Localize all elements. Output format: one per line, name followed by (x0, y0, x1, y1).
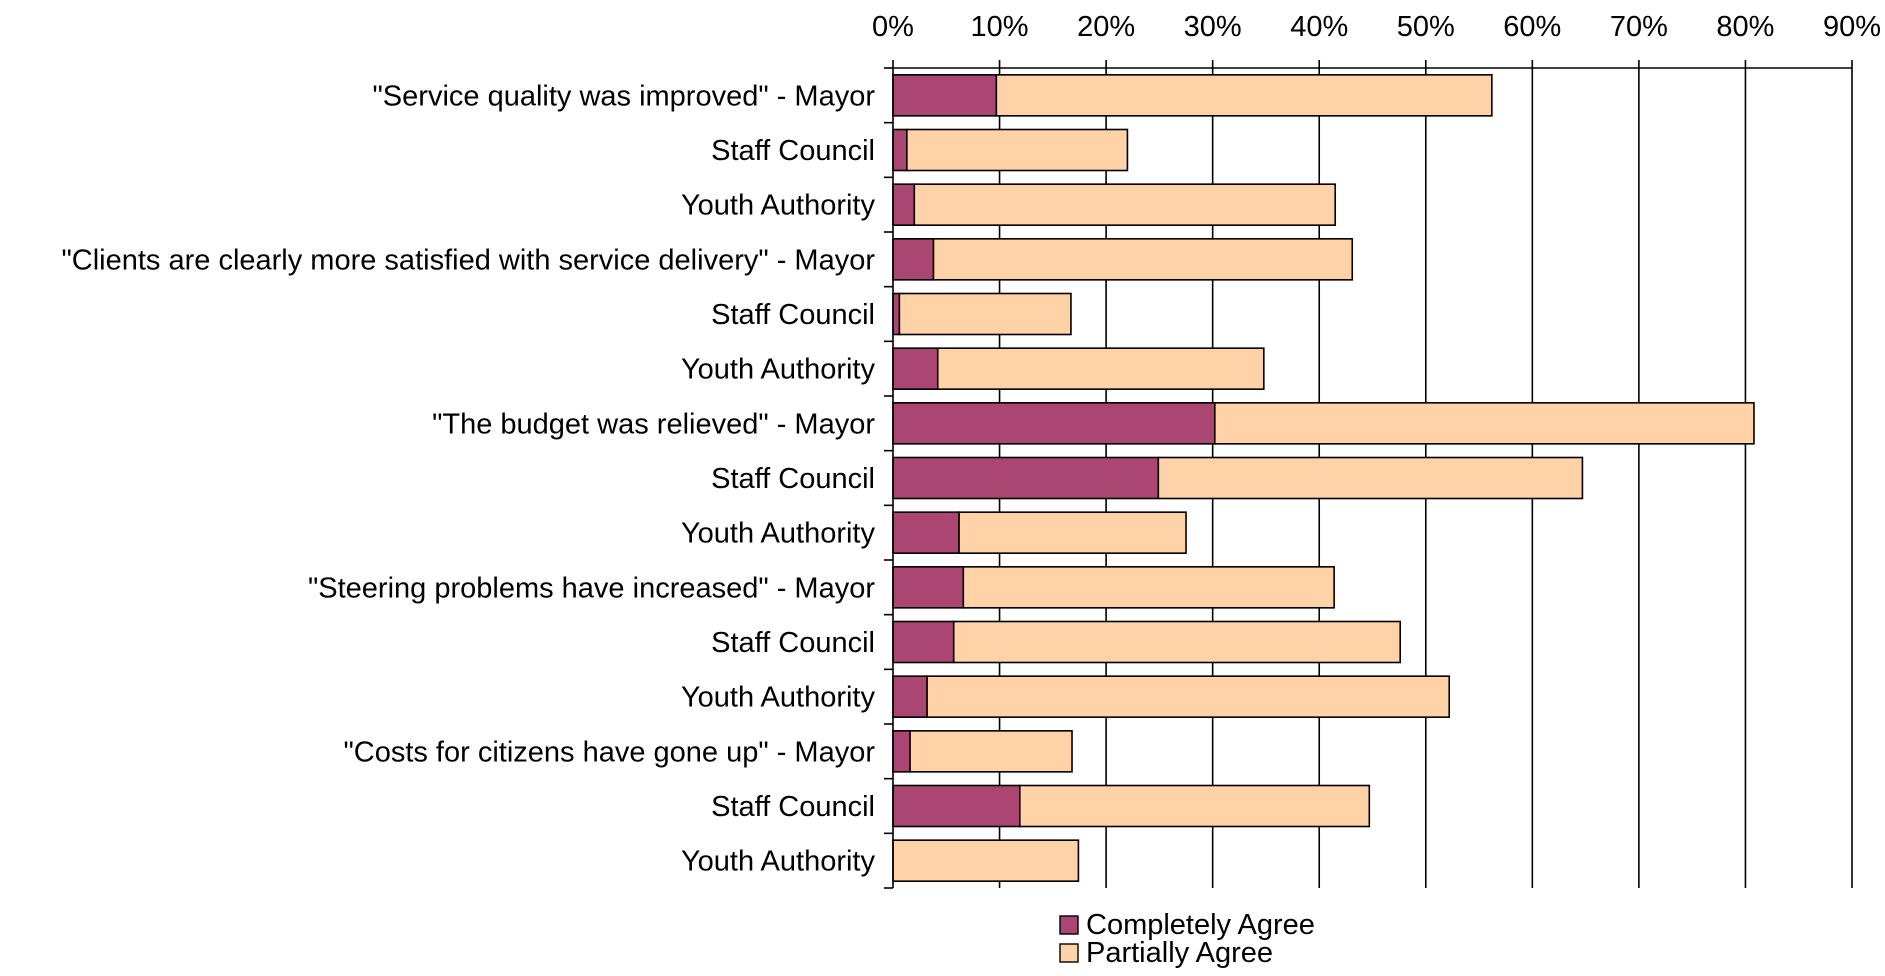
x-tick-label: 50% (1397, 11, 1455, 43)
bar-partially-agree (932, 238, 1354, 281)
bar-completely-agree (892, 128, 908, 172)
bar-completely-agree (892, 784, 1021, 828)
x-tick-label: 40% (1290, 11, 1348, 43)
bar-completely-agree (892, 402, 1216, 445)
bar-partially-agree (892, 839, 1080, 882)
legend-swatch-partially-agree (1059, 943, 1079, 963)
bar-completely-agree (892, 456, 1160, 500)
x-tick-label: 20% (1077, 11, 1135, 43)
legend-label-partially-agree: Partially Agree (1086, 937, 1273, 969)
category-label: Youth Authority (681, 682, 876, 714)
x-tick-label: 90% (1823, 11, 1881, 43)
category-label: "Clients are clearly more satisfied with… (61, 244, 875, 276)
x-tick-label: 80% (1716, 11, 1774, 43)
category-label: Staff Council (711, 299, 875, 331)
bar-completely-agree (892, 347, 939, 390)
bar-completely-agree (892, 730, 911, 773)
legend-label-completely-agree: Completely Agree (1086, 909, 1315, 941)
category-label: Youth Authority (681, 190, 876, 222)
bar-completely-agree (892, 566, 965, 609)
category-label: "Steering problems have increased" - May… (308, 572, 875, 604)
bar-partially-agree (909, 730, 1073, 773)
bar-completely-agree (892, 292, 901, 336)
bar-partially-agree (913, 183, 1337, 226)
category-label: "The budget was relieved" - Mayor (432, 408, 875, 440)
bar-partially-agree (898, 292, 1072, 336)
category-label: "Service quality was improved" - Mayor (373, 80, 876, 112)
category-label: Youth Authority (681, 354, 876, 386)
x-tick-label: 30% (1184, 11, 1242, 43)
x-tick-label: 0% (872, 11, 914, 43)
legend-swatch-completely-agree (1059, 915, 1079, 935)
bar-completely-agree (892, 675, 928, 718)
category-label-layer: "Service quality was improved" - Mayor St… (61, 80, 875, 877)
axis-layer: 0% 10% 20% 30% 40% 50% 60% 70% 80% 90% (872, 11, 1881, 889)
category-label: Staff Council (711, 463, 875, 495)
bar-layer (892, 74, 1755, 882)
category-label: Staff Council (711, 791, 875, 823)
category-label: Youth Authority (681, 846, 876, 878)
bar-completely-agree (892, 238, 935, 281)
bar-partially-agree (906, 128, 1129, 172)
bar-completely-agree (892, 183, 916, 226)
category-label: Staff Council (711, 627, 875, 659)
bar-partially-agree (1019, 784, 1371, 828)
bar-completely-agree (892, 620, 955, 664)
bar-partially-agree (936, 347, 1265, 390)
bar-completely-agree (892, 74, 998, 117)
bar-completely-agree (892, 511, 960, 554)
bar-partially-agree (995, 74, 1493, 117)
category-label: Youth Authority (681, 518, 876, 550)
bar-partially-agree (1157, 456, 1584, 500)
bar-partially-agree (952, 620, 1402, 664)
category-label: Staff Council (711, 135, 875, 167)
bar-partially-agree (1213, 402, 1755, 445)
category-label: "Costs for citizens have gone up" - Mayo… (343, 736, 875, 768)
x-tick-label: 10% (971, 11, 1029, 43)
bar-partially-agree (926, 675, 1451, 718)
x-tick-label: 70% (1610, 11, 1668, 43)
bar-partially-agree (962, 566, 1335, 609)
x-tick-label: 60% (1503, 11, 1561, 43)
bar-partially-agree (958, 511, 1187, 554)
